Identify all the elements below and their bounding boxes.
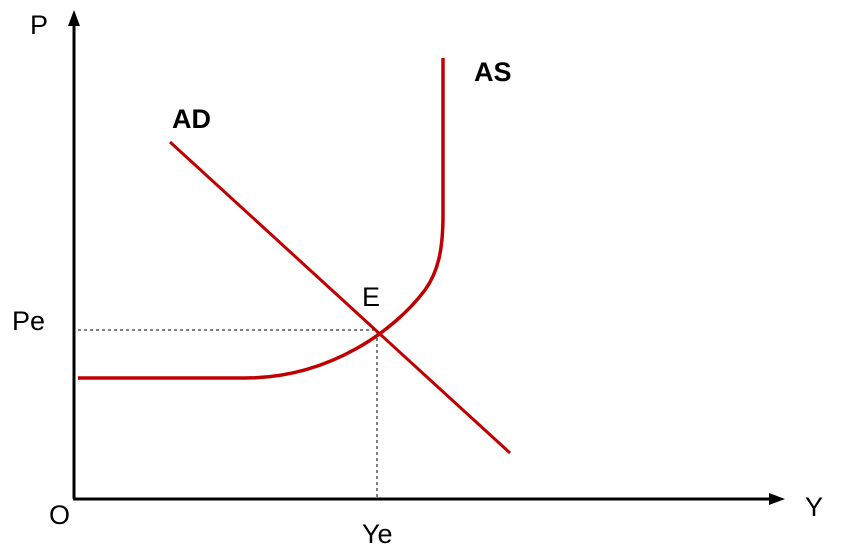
as-curve-label: AS <box>474 57 512 87</box>
x-axis-arrow-icon <box>769 493 785 505</box>
equilibrium-point-label: E <box>362 282 380 312</box>
y-axis-arrow-icon <box>68 10 80 26</box>
y-axis-label: P <box>30 10 48 40</box>
ad-curve-label: AD <box>172 104 211 134</box>
y-axis <box>68 10 80 499</box>
price-equilibrium-label: Pe <box>12 306 45 336</box>
origin-label: O <box>49 500 70 530</box>
ad-curve <box>168 140 512 455</box>
output-equilibrium-label: Ye <box>362 519 393 549</box>
x-axis-label: Y <box>805 492 823 522</box>
as-curve <box>78 58 445 380</box>
x-axis <box>73 493 785 505</box>
